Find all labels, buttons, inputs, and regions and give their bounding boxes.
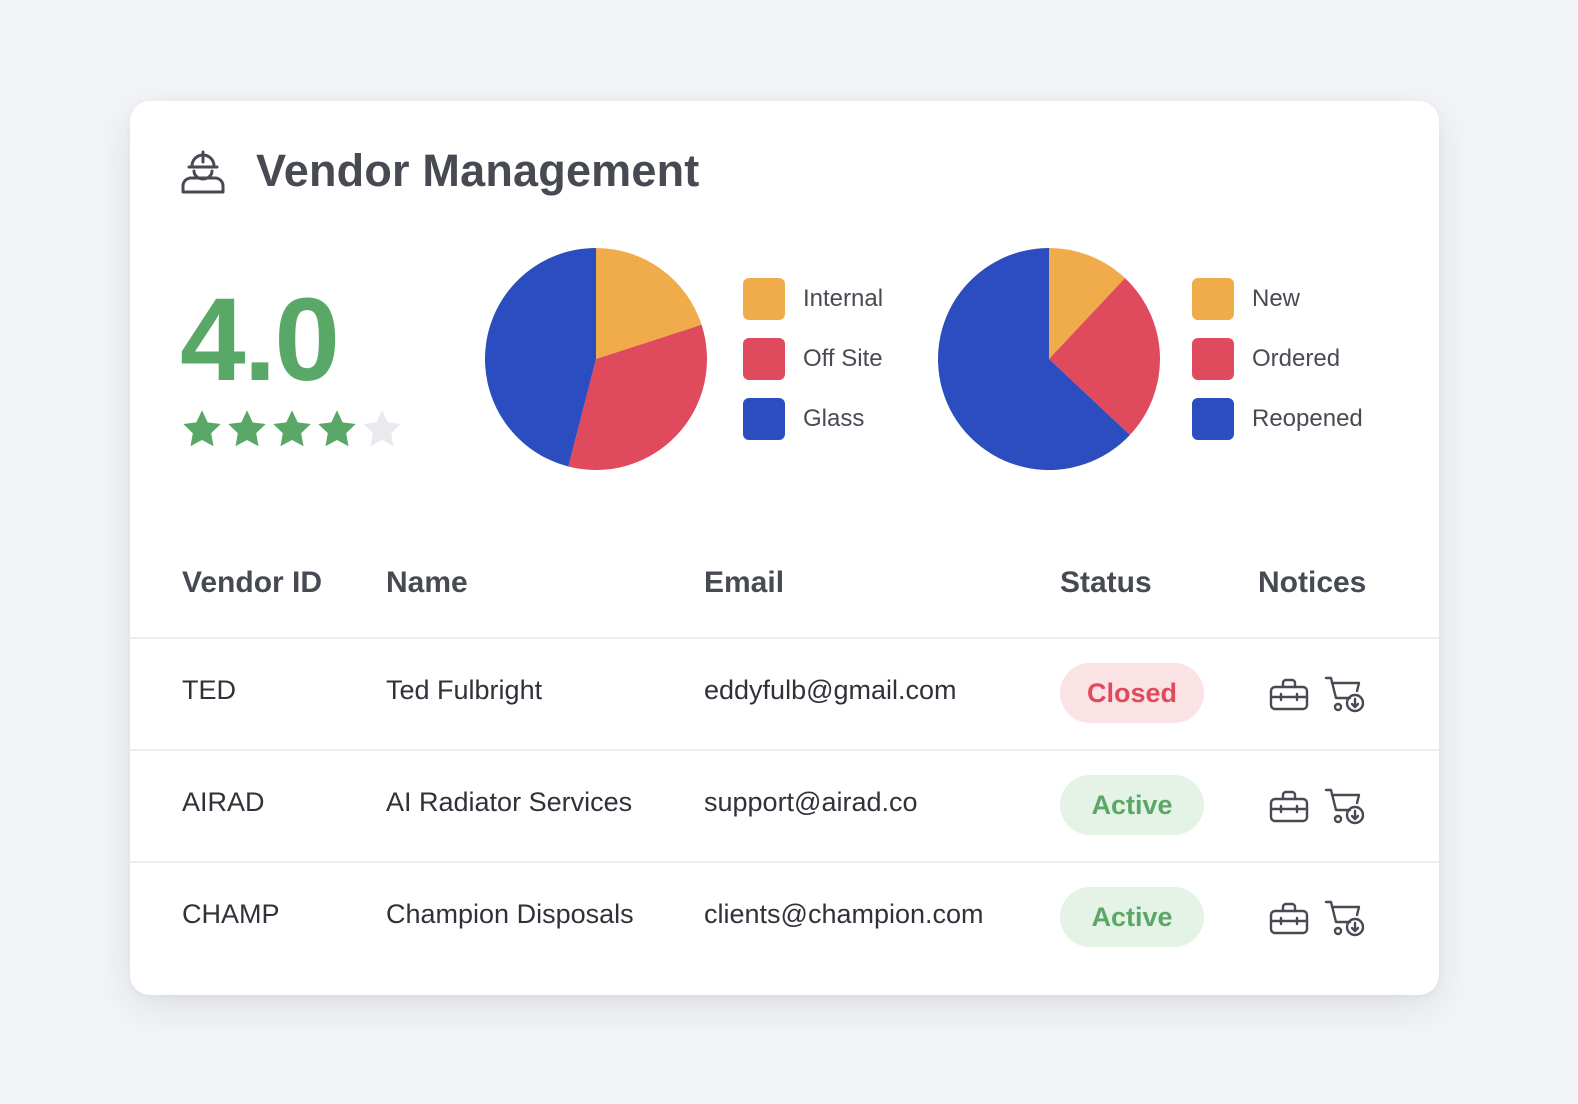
- vendor-email-cell[interactable]: eddyfulb@gmail.com: [704, 675, 957, 705]
- cart-download-icon[interactable]: [1324, 673, 1366, 715]
- legend-swatch: [743, 338, 785, 380]
- column-header-vendor-id[interactable]: Vendor ID: [182, 566, 323, 599]
- legend-orders: New Ordered Reopened: [1192, 277, 1363, 457]
- rating-block: 4.0: [180, 281, 405, 451]
- legend-item: Internal: [743, 277, 883, 321]
- legend-item: Glass: [743, 397, 883, 441]
- legend-label: Internal: [803, 285, 884, 312]
- vendor-id-cell: CHAMP: [182, 899, 280, 929]
- column-header-email[interactable]: Email: [704, 566, 785, 599]
- pie-chart-orders: [937, 247, 1161, 476]
- vendor-table: Vendor ID Name Email Status Notices TED …: [130, 546, 1439, 973]
- notice-icons: [1268, 897, 1366, 939]
- vendor-name-cell: Ted Fulbright: [386, 675, 543, 705]
- pie-chart-location-svg: [484, 248, 707, 470]
- pie-slice-ordered: [1049, 278, 1160, 435]
- vendor-name-cell: AI Radiator Services: [386, 787, 633, 817]
- legend-label: Ordered: [1252, 345, 1341, 372]
- legend-label: Reopened: [1252, 405, 1363, 432]
- pie-slice-glass: [484, 248, 596, 467]
- worker-helmet-icon: [181, 150, 225, 194]
- vendor-email-cell[interactable]: support@airad.co: [704, 787, 918, 817]
- star-icon: [183, 410, 221, 447]
- toolbox-icon[interactable]: [1268, 673, 1310, 715]
- column-header-name[interactable]: Name: [386, 566, 468, 599]
- pie-slice-new: [1049, 248, 1125, 359]
- legend-item: Off Site: [743, 337, 883, 381]
- column-header-notices[interactable]: Notices: [1258, 566, 1367, 599]
- vendor-management-card: Vendor Management 4.0 Internal Off Site …: [130, 101, 1439, 995]
- notice-icons: [1268, 785, 1366, 827]
- notice-icons: [1268, 673, 1366, 715]
- status-badge: Active: [1060, 775, 1204, 835]
- pie-slice-internal: [596, 248, 702, 359]
- legend-item: New: [1192, 277, 1363, 321]
- toolbox-icon[interactable]: [1268, 785, 1310, 827]
- card-header: Vendor Management: [180, 141, 700, 201]
- star-icon: [363, 410, 401, 447]
- cart-download-icon[interactable]: [1324, 897, 1366, 939]
- table-row[interactable]: CHAMP Champion Disposals clients@champio…: [130, 863, 1439, 973]
- legend-item: Reopened: [1192, 397, 1363, 441]
- legend-swatch: [1192, 338, 1234, 380]
- toolbox-icon[interactable]: [1268, 897, 1310, 939]
- column-header-status[interactable]: Status: [1060, 566, 1152, 599]
- vendor-id-cell: AIRAD: [182, 787, 265, 817]
- legend-location: Internal Off Site Glass: [743, 277, 883, 457]
- star-icon: [228, 410, 266, 447]
- page-title: Vendor Management: [256, 145, 700, 196]
- cart-download-icon[interactable]: [1324, 785, 1366, 827]
- pie-slice-off-site: [568, 324, 707, 470]
- legend-swatch: [743, 278, 785, 320]
- vendor-id-cell: TED: [182, 675, 236, 705]
- legend-swatch: [1192, 278, 1234, 320]
- legend-label: New: [1252, 285, 1301, 312]
- vendor-name-cell: Champion Disposals: [386, 899, 634, 929]
- legend-label: Glass: [803, 405, 865, 432]
- table-row[interactable]: AIRAD AI Radiator Services support@airad…: [130, 751, 1439, 863]
- legend-swatch: [743, 398, 785, 440]
- table-header: Vendor ID Name Email Status Notices: [130, 546, 1439, 639]
- legend-item: Ordered: [1192, 337, 1363, 381]
- star-rating: [180, 407, 405, 451]
- status-badge: Active: [1060, 887, 1204, 947]
- star-icon: [318, 410, 356, 447]
- vendor-email-cell[interactable]: clients@champion.com: [704, 899, 984, 929]
- pie-chart-location: [484, 247, 708, 476]
- pie-slice-reopened: [938, 248, 1130, 470]
- legend-swatch: [1192, 398, 1234, 440]
- pie-chart-orders-svg: [938, 248, 1160, 470]
- star-icon: [273, 410, 311, 447]
- rating-value: 4.0: [180, 274, 340, 406]
- table-row[interactable]: TED Ted Fulbright eddyfulb@gmail.com Clo…: [130, 639, 1439, 751]
- status-badge: Closed: [1060, 663, 1204, 723]
- legend-label: Off Site: [803, 345, 883, 372]
